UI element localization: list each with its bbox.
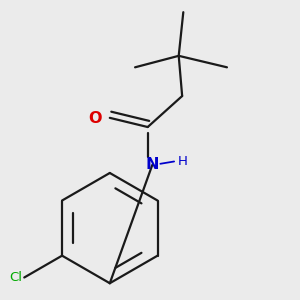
Text: H: H: [178, 155, 188, 168]
Text: Cl: Cl: [9, 271, 22, 284]
Text: N: N: [146, 158, 159, 172]
Text: O: O: [88, 112, 102, 127]
